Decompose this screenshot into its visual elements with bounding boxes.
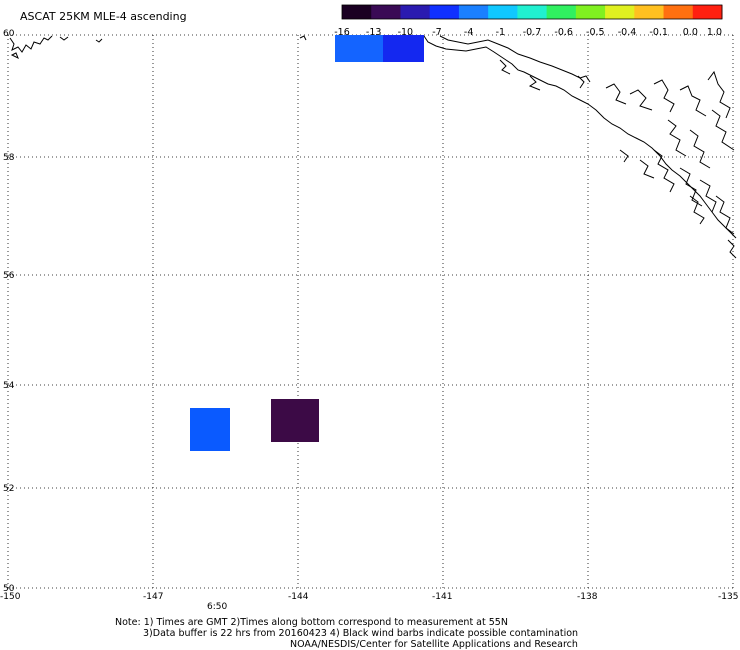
- coast-island: [727, 239, 737, 259]
- coast-fjord: [499, 59, 511, 75]
- coast-island: [667, 119, 687, 157]
- colorbar-label: -7: [432, 27, 441, 38]
- colorbar-label: -16: [334, 27, 350, 38]
- colorbar-label: -10: [398, 27, 414, 38]
- colorbar-swatch: [488, 5, 518, 19]
- colorbar: -16 -13 -10 -7 -4 -1 -0.7 -0.6 -0.5 -0.4 -0.1 0.0 1.…: [334, 4, 723, 38]
- cell-north-left: [335, 35, 383, 62]
- lon-label: -150: [0, 592, 21, 602]
- coast-island: [639, 159, 655, 179]
- lat-label: 52: [3, 484, 14, 494]
- colorbar-swatch: [342, 5, 372, 19]
- lat-label: 58: [3, 153, 15, 163]
- lat-label: 60: [3, 29, 15, 39]
- lat-label: 54: [3, 381, 15, 391]
- colorbar-label: -0.1: [649, 27, 668, 38]
- wind-cells: [190, 35, 424, 451]
- lon-label: -147: [143, 592, 163, 602]
- colorbar-label: -4: [464, 27, 473, 38]
- colorbar-label: -0.7: [523, 27, 542, 38]
- coast-fjord: [629, 89, 653, 111]
- coast-island: [699, 179, 717, 213]
- cell-south-left: [190, 408, 230, 451]
- time-label: 6:50: [207, 602, 227, 612]
- note-line-2: 3)Data buffer is 22 hrs from 20160423 4)…: [143, 628, 578, 639]
- colorbar-swatch: [634, 5, 665, 19]
- coast-fjord: [707, 70, 731, 119]
- colorbar-swatch: [400, 5, 431, 19]
- colorbar-label: -1: [496, 27, 505, 38]
- map-title: ASCAT 25KM MLE-4 ascending: [20, 10, 187, 23]
- colorbar-label: -0.6: [554, 27, 573, 38]
- coast-island: [679, 167, 703, 207]
- coast-island: [689, 195, 705, 225]
- coast-island: [10, 52, 19, 60]
- colorbar-frame: [341, 4, 723, 20]
- colorbar-swatch: [546, 5, 577, 19]
- coast-fjord: [679, 85, 707, 117]
- coast-island: [689, 129, 711, 169]
- note-line-3: NOAA/NESDIS/Center for Satellite Applica…: [290, 639, 578, 650]
- coast-main: [423, 35, 737, 239]
- cell-north-right: [383, 35, 424, 62]
- coast-inner: [439, 35, 591, 83]
- colorbar-swatch: [458, 5, 489, 19]
- colorbar-label: -0.5: [586, 27, 605, 38]
- colorbar-label: -13: [366, 27, 382, 38]
- colorbar-swatch: [371, 5, 401, 19]
- colorbar-swatch: [663, 5, 694, 19]
- coast-island: [715, 195, 735, 235]
- colorbar-swatch: [575, 5, 606, 19]
- lon-label: -135: [718, 592, 738, 602]
- lat-label: 50: [3, 584, 15, 594]
- coast-fjord: [577, 75, 585, 89]
- colorbar-label: -0.4: [618, 27, 637, 38]
- coast-fjord: [605, 83, 627, 105]
- lon-labels: -150 -147 -144 -141 -138 -135: [0, 592, 738, 602]
- lon-label: -144: [288, 592, 309, 602]
- coast-kenai: [9, 35, 53, 53]
- lat-labels: 60 58 56 54 52 50: [3, 29, 15, 594]
- lat-label: 56: [3, 271, 15, 281]
- coastline: [9, 35, 737, 259]
- coast-island: [653, 149, 675, 193]
- coast-fragment: [59, 36, 69, 41]
- coast-fragment: [299, 35, 307, 41]
- coast-fjord: [711, 109, 735, 151]
- colorbar-label: 1.0: [707, 27, 722, 38]
- note-line-1: Note: 1) Times are GMT 2)Times along bot…: [115, 617, 508, 628]
- colorbar-swatch: [517, 5, 548, 19]
- lon-label: -141: [432, 592, 452, 602]
- coast-fragment: [95, 38, 103, 43]
- cell-south-right: [271, 399, 319, 442]
- coast-island: [619, 149, 629, 163]
- colorbar-swatch: [429, 5, 460, 19]
- coast-fjord: [653, 79, 675, 113]
- footer-notes: Note: 1) Times are GMT 2)Times along bot…: [115, 617, 578, 650]
- lon-label: -138: [577, 592, 598, 602]
- map-grid: [7, 34, 734, 589]
- colorbar-label: 0.0: [683, 27, 698, 38]
- colorbar-swatch: [692, 5, 723, 19]
- colorbar-swatch: [605, 5, 635, 19]
- coast-fjord: [528, 75, 541, 91]
